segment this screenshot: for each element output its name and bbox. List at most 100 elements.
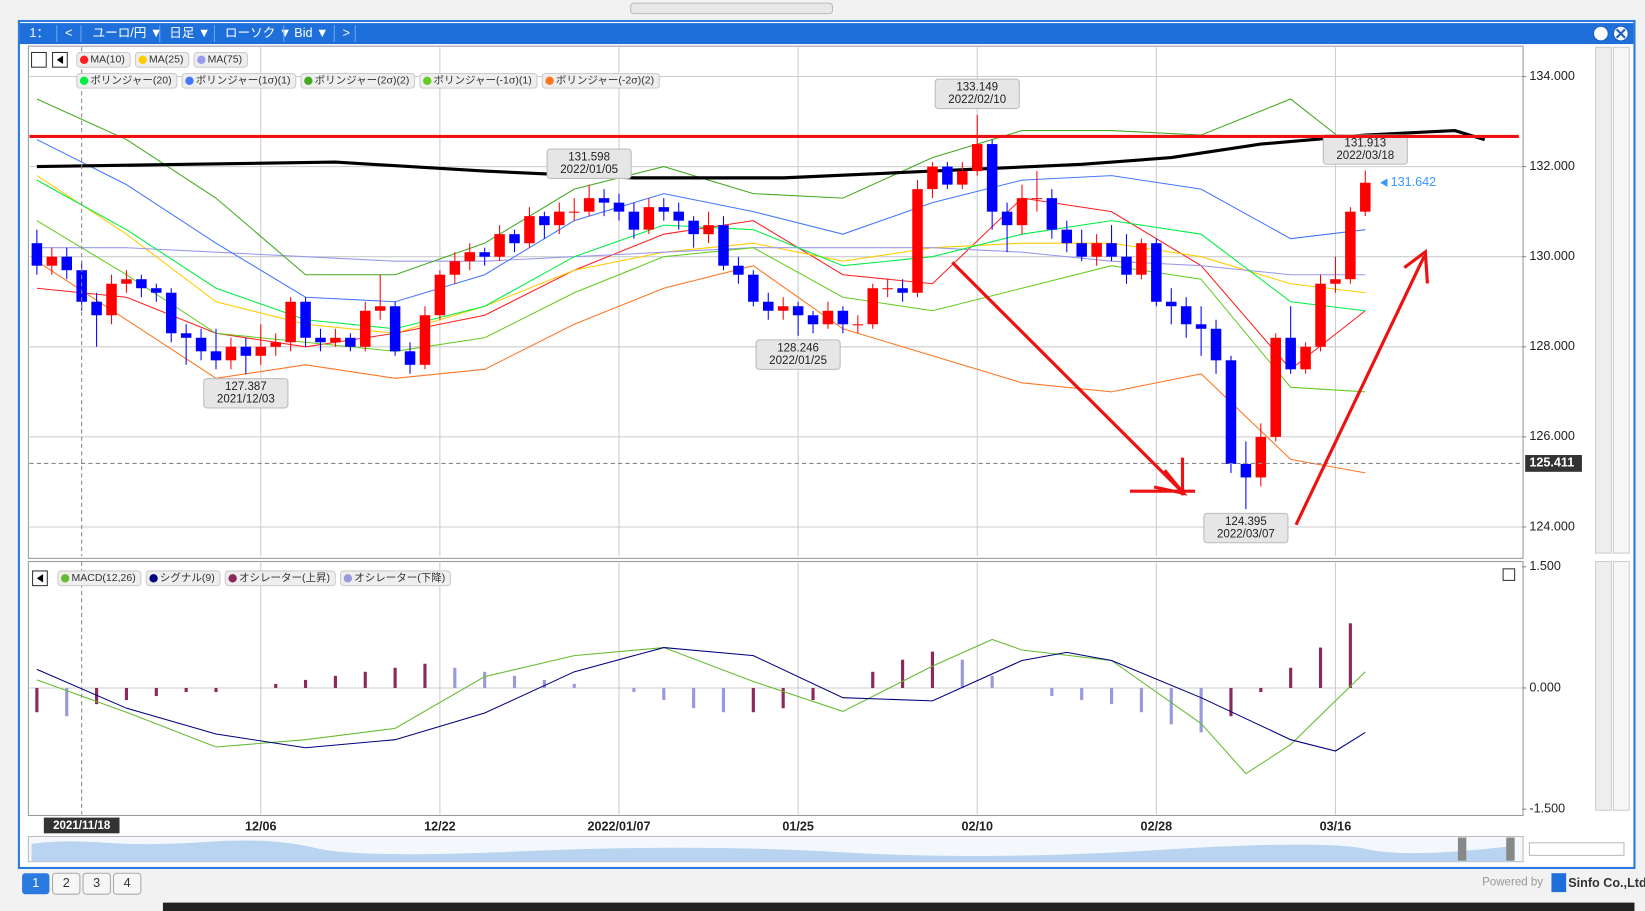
- prev-button[interactable]: <: [65, 26, 72, 40]
- drawn-arrow-up: [1294, 248, 1429, 526]
- candle-body: [927, 166, 938, 190]
- candle-body: [688, 220, 699, 235]
- taskbar: [162, 902, 1635, 911]
- price-type-select[interactable]: Bid ▼: [294, 26, 328, 40]
- annotation-value: 131.598: [568, 151, 610, 163]
- tabs: 1 2 3 4 Powered by Sinfo Co.,Ltd.: [22, 872, 1645, 895]
- candle-body: [568, 211, 580, 213]
- indicator-line: [36, 260, 1366, 474]
- tab-active[interactable]: [22, 873, 50, 895]
- indicator-line: [36, 139, 1366, 303]
- candle-body: [658, 207, 670, 212]
- oscillator-bar: [662, 687, 666, 701]
- oscillator-bar: [572, 683, 576, 688]
- navigator-handle[interactable]: [1506, 837, 1515, 861]
- x-tick-label: 12/22: [424, 819, 456, 833]
- tab[interactable]: [82, 872, 111, 895]
- legend-item: [340, 570, 452, 587]
- oscillator-bar: [95, 687, 99, 705]
- oscillator-bar: [1080, 687, 1084, 701]
- powered-by: Powered by: [1482, 877, 1543, 889]
- last-price: 131.642: [1391, 175, 1437, 189]
- oscillator-bar: [1348, 623, 1352, 688]
- candle-body: [777, 306, 789, 311]
- indicator-line: [36, 647, 1366, 752]
- x-tick-label: 02/10: [961, 819, 993, 833]
- candle-body: [703, 225, 714, 235]
- candle-body: [31, 243, 43, 266]
- candle-body: [583, 198, 595, 212]
- legend-label: MACD(12,26): [71, 572, 135, 584]
- oscillator-bar: [781, 687, 785, 709]
- candle-body: [1300, 346, 1311, 370]
- candle-body: [792, 306, 804, 316]
- candle-body: [748, 274, 759, 302]
- candle-body: [404, 351, 416, 365]
- legend-marker: [185, 76, 194, 86]
- period-select[interactable]: 日足 ▼: [169, 26, 210, 40]
- indicator-line: [36, 638, 1366, 775]
- close-indicator[interactable]: [1502, 568, 1516, 581]
- oscillator-bar: [1259, 687, 1263, 693]
- info-button[interactable]: [31, 51, 47, 68]
- navigator: [27, 835, 1625, 863]
- candle-body: [1210, 328, 1222, 361]
- candle-body: [986, 144, 998, 212]
- legend-marker: [545, 76, 554, 86]
- tab[interactable]: [112, 872, 142, 895]
- x-tick-label: 01/25: [782, 819, 814, 833]
- candle-body: [106, 283, 117, 316]
- candle-body: [61, 256, 73, 271]
- candle-body: [1061, 229, 1073, 244]
- settings-button[interactable]: [1592, 25, 1609, 42]
- candle-body: [598, 198, 610, 203]
- candle-body: [464, 252, 476, 262]
- oscillator-bar: [1050, 687, 1054, 697]
- y-scrollbar[interactable]: [1595, 46, 1612, 554]
- legend-marker: [138, 55, 147, 65]
- candle-body: [195, 337, 207, 352]
- candle-body: [165, 292, 177, 334]
- candle-body: [300, 301, 311, 338]
- candle-body: [971, 144, 983, 172]
- candle-body: [912, 189, 923, 293]
- candle-body: [91, 301, 102, 316]
- symbol-select[interactable]: ユーロ/円 ▼: [92, 26, 162, 40]
- next-button[interactable]: >: [343, 26, 350, 40]
- oscillator-bar: [184, 687, 188, 693]
- top-handle[interactable]: [630, 2, 834, 15]
- annotation-value: 133.149: [956, 82, 998, 94]
- y-scrollbar[interactable]: [1595, 560, 1612, 811]
- navigator-handle[interactable]: [1457, 837, 1467, 861]
- candle-body: [374, 306, 386, 311]
- chart-type-select[interactable]: ローソク ▼: [225, 26, 291, 40]
- candle-body: [494, 234, 505, 257]
- tab-label: 4: [124, 876, 131, 890]
- candle-body: [643, 207, 655, 230]
- drawings: [29, 134, 1519, 526]
- zoom-bar[interactable]: [1612, 560, 1630, 811]
- annotation-box: [1322, 134, 1408, 165]
- y-tick-label: 0.000: [1529, 680, 1561, 694]
- legend-item: [76, 51, 131, 68]
- y-tick-label: 130.000: [1529, 249, 1575, 263]
- zoom-slider[interactable]: [1528, 842, 1625, 856]
- zoom-bar[interactable]: [1612, 46, 1630, 554]
- drawn-arrow-down: [951, 261, 1196, 496]
- candle-body: [419, 315, 431, 365]
- tab[interactable]: [52, 872, 81, 895]
- annotation-date: 2022/03/07: [1217, 528, 1275, 540]
- oscillator-bar: [214, 687, 218, 693]
- annotation-date: 2022/02/10: [948, 94, 1006, 106]
- candle-body: [1285, 337, 1296, 370]
- main-panel: [27, 45, 1524, 559]
- candle-body: [554, 211, 565, 226]
- legend-item: [541, 72, 660, 89]
- candle-body: [270, 342, 281, 347]
- company-name: Sinfo Co.,Ltd.: [1568, 876, 1645, 890]
- oscillator-bar: [1109, 687, 1114, 705]
- oscillator-bar: [1199, 687, 1203, 733]
- oscillator-bar: [512, 675, 517, 688]
- candle-body: [449, 261, 461, 275]
